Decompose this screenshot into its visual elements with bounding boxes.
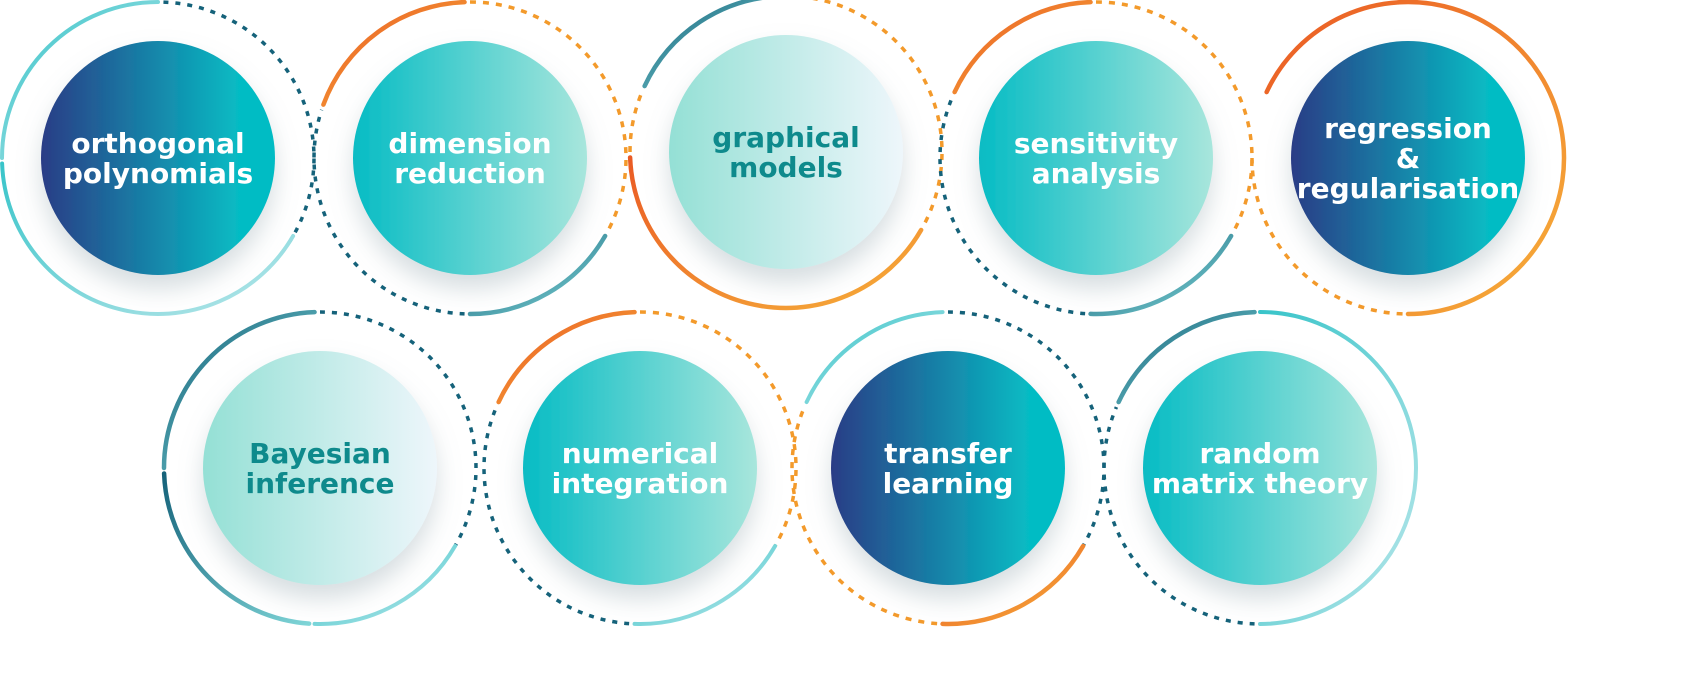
ring-arc <box>0 161 296 316</box>
topic-ring <box>938 0 1254 317</box>
ring-arc <box>467 233 608 317</box>
ring-arc <box>628 90 645 153</box>
ring-arc <box>952 0 1093 95</box>
topic-label-line: integration <box>552 467 729 500</box>
ring-arc <box>639 310 798 547</box>
ring-arc <box>804 310 945 405</box>
ring-arc <box>161 309 317 471</box>
topic-label-line: orthogonal <box>71 127 244 160</box>
topic-label-line: transfer <box>884 437 1012 470</box>
topic-circle <box>1143 351 1377 585</box>
ring-arc <box>482 406 630 626</box>
topic-label-line: graphical <box>712 121 859 154</box>
ring-arc <box>632 544 778 626</box>
topic-circle <box>1291 41 1525 275</box>
topic-label-line: polynomials <box>63 157 253 190</box>
ring-arc <box>321 0 467 107</box>
ring-arc <box>0 0 160 160</box>
ring-arc <box>1264 0 1567 317</box>
ring-arc <box>1116 309 1257 405</box>
topic-label-line: regularisation <box>1297 172 1519 205</box>
topic-circle <box>523 351 757 585</box>
topic-label-line: learning <box>883 467 1014 500</box>
topic-ring <box>312 0 628 317</box>
topic-node: regression&regularisation <box>1250 0 1567 317</box>
ring-arc <box>496 309 637 405</box>
topic-label-line: dimension <box>388 127 551 160</box>
ring-arc <box>1095 0 1254 237</box>
topic-circle <box>353 41 587 275</box>
topic-circle <box>831 351 1065 585</box>
ring-arc <box>938 96 1086 316</box>
topic-label-line: models <box>729 151 843 184</box>
ring-arc <box>1258 310 1418 626</box>
ring-arc <box>940 543 1086 627</box>
topic-ring <box>790 310 1106 627</box>
ring-arc <box>1250 157 1403 316</box>
topic-label-line: numerical <box>562 437 719 470</box>
ring-arc <box>1088 233 1234 317</box>
ring-arc <box>312 544 458 626</box>
topic-ring <box>482 309 798 626</box>
ring-arc <box>947 310 1106 547</box>
ring-arc <box>790 406 938 626</box>
topic-ring <box>0 0 316 316</box>
topic-label-line: analysis <box>1032 157 1161 190</box>
topic-circle <box>979 41 1213 275</box>
topic-label-line: random <box>1199 437 1320 470</box>
topic-label-line: & <box>1396 142 1420 175</box>
ring-arc <box>642 0 764 89</box>
topic-label-line: sensitivity <box>1014 127 1178 160</box>
topic-ring <box>161 309 478 626</box>
ring-arc <box>319 310 478 547</box>
topic-circle <box>669 35 903 269</box>
topic-label-line: regression <box>1324 112 1492 145</box>
topic-ring <box>627 0 944 311</box>
topic-label-line: matrix theory <box>1152 467 1368 500</box>
ring-arc <box>312 109 465 316</box>
topic-circle <box>41 41 275 275</box>
topic-label-line: reduction <box>394 157 546 190</box>
topic-ring <box>1250 0 1567 317</box>
ring-arc <box>163 0 316 270</box>
ring-arc <box>627 155 924 311</box>
ring-arc <box>161 471 312 626</box>
topic-label-line: Bayesian <box>249 437 391 470</box>
topic-circle <box>203 351 437 585</box>
topic-label-line: inference <box>245 467 394 500</box>
topic-ring <box>1102 309 1418 626</box>
ring-arc <box>811 0 944 231</box>
